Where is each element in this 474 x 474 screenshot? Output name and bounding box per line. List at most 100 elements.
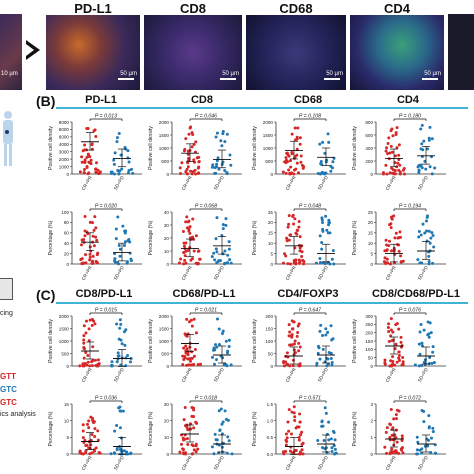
- data-point: [190, 414, 194, 418]
- data-point: [394, 417, 398, 421]
- plot-title-cd68: CD68: [293, 94, 323, 106]
- data-point: [83, 214, 87, 218]
- x-tick-label: CR+PR: [385, 264, 398, 281]
- sample-box-icon: [0, 278, 13, 300]
- data-point: [187, 320, 191, 324]
- data-point: [112, 158, 116, 162]
- y-tick-label: 50: [268, 351, 274, 356]
- data-point: [214, 358, 218, 362]
- data-point: [385, 249, 389, 253]
- data-point: [93, 322, 97, 326]
- data-point: [93, 215, 97, 219]
- data-point: [325, 356, 329, 360]
- data-point: [217, 327, 221, 331]
- y-tick-label: 150: [365, 339, 373, 344]
- data-point: [395, 451, 399, 455]
- y-tick-label: 500: [265, 159, 273, 164]
- data-point: [129, 452, 133, 456]
- data-point: [214, 247, 218, 251]
- data-point: [289, 165, 293, 169]
- data-point: [94, 167, 98, 171]
- x-tick-label: SD+PD: [317, 366, 329, 382]
- data-point: [85, 166, 89, 170]
- data-point: [417, 170, 421, 174]
- data-point: [127, 168, 131, 172]
- data-point: [178, 166, 182, 170]
- data-point: [295, 334, 299, 338]
- data-point: [397, 409, 401, 413]
- micro-panel-cd8: CD8 50 µm: [144, 0, 242, 90]
- data-point: [131, 171, 135, 175]
- data-point: [416, 440, 420, 444]
- data-point: [82, 171, 86, 175]
- data-point: [81, 423, 85, 427]
- data-point: [87, 419, 91, 423]
- data-point: [395, 360, 399, 364]
- p-value-label: P = 0.046: [195, 114, 217, 120]
- data-point: [184, 220, 188, 224]
- data-point: [194, 444, 198, 448]
- data-point: [293, 126, 297, 130]
- data-point: [390, 427, 394, 431]
- y-axis-label: Percentage (%): [148, 411, 154, 446]
- data-point: [388, 262, 392, 266]
- data-point: [396, 236, 400, 240]
- y-tick-label: 800: [365, 120, 373, 125]
- data-point: [318, 142, 322, 146]
- data-point: [190, 145, 194, 149]
- x-tick-label: SD+PD: [213, 454, 225, 470]
- data-point: [393, 172, 397, 176]
- data-point: [178, 450, 182, 454]
- data-point: [92, 228, 96, 232]
- data-point: [218, 428, 222, 432]
- data-point: [194, 140, 198, 144]
- data-point: [296, 126, 300, 130]
- micro-label: CD8: [179, 1, 206, 16]
- data-point: [383, 256, 387, 260]
- data-point: [300, 430, 304, 434]
- data-point: [285, 439, 289, 443]
- micro-image: [350, 15, 444, 90]
- data-point: [332, 444, 336, 448]
- data-point: [384, 149, 388, 153]
- y-tick-label: 9000: [59, 120, 70, 125]
- x-tick-label: SD+PD: [417, 174, 429, 190]
- data-point: [96, 168, 100, 172]
- data-point: [115, 360, 119, 364]
- data-point: [282, 360, 286, 364]
- data-point: [190, 172, 194, 176]
- data-point: [217, 342, 221, 346]
- data-point: [422, 420, 426, 424]
- data-point: [110, 360, 114, 364]
- data-point: [193, 347, 197, 351]
- data-point: [392, 417, 396, 421]
- y-tick-label: 80: [64, 220, 70, 225]
- data-point: [87, 426, 91, 430]
- data-point: [328, 231, 332, 235]
- y-axis-label: Percentage (%): [352, 411, 358, 446]
- data-point: [184, 351, 188, 355]
- data-point: [388, 452, 392, 456]
- data-point: [220, 445, 224, 449]
- data-point: [117, 172, 121, 176]
- data-point: [212, 362, 216, 366]
- data-point: [94, 226, 98, 230]
- y-tick-label: 20: [164, 418, 170, 423]
- data-point: [298, 136, 302, 140]
- data-point: [288, 262, 292, 266]
- data-point: [221, 227, 225, 231]
- scale-label: 50 µm: [326, 71, 343, 77]
- data-point: [402, 167, 406, 171]
- data-point: [332, 430, 336, 434]
- data-point: [284, 156, 288, 160]
- data-point: [226, 253, 230, 257]
- micro-label: PD-L1: [74, 1, 112, 16]
- data-point: [123, 240, 127, 244]
- y-tick-label: 100: [61, 210, 69, 215]
- data-point: [427, 335, 431, 339]
- data-point: [215, 216, 219, 220]
- data-point: [397, 327, 401, 331]
- data-point: [384, 163, 388, 167]
- y-tick-label: 500: [61, 351, 69, 356]
- data-point: [217, 409, 221, 413]
